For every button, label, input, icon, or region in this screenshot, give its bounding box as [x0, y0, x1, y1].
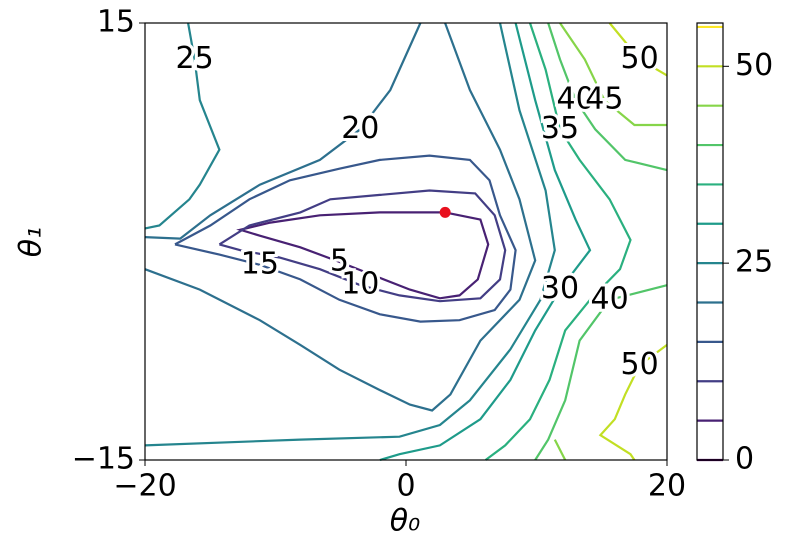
contour-label: 10 [341, 267, 379, 302]
contour-line [598, 22, 668, 461]
contour-label: 15 [241, 246, 279, 281]
contour-line [144, 22, 537, 412]
contour-label: 30 [541, 271, 579, 306]
contour-label: 35 [541, 111, 579, 146]
contour-line [218, 189, 507, 303]
contour-label: 50 [621, 41, 659, 76]
contour-line [379, 22, 592, 462]
colorbar-tick-label: 25 [735, 245, 773, 280]
contour-line [484, 22, 632, 461]
contour-line [236, 211, 490, 300]
x-tick-label: 0 [396, 469, 415, 504]
y-tick-label: −15 [72, 442, 135, 477]
contour-line [534, 22, 668, 461]
colorbar-tick-label: 50 [735, 48, 773, 83]
contour-line [144, 22, 556, 447]
contour-label: 40 [590, 281, 628, 316]
x-tick-label: 20 [648, 469, 686, 504]
contour-label: 5 [330, 243, 349, 278]
contour-line [174, 154, 517, 323]
x-axis-label: θ₀ [390, 504, 420, 539]
y-tick-label: 15 [97, 5, 135, 40]
contour-line [553, 22, 667, 461]
colorbar-frame [696, 22, 724, 461]
colorbar-tick-label: 0 [735, 442, 754, 477]
contour-label: 45 [585, 82, 623, 117]
point-marker [439, 206, 451, 218]
contour-label: 50 [621, 347, 659, 382]
y-axis-label: θ₁ [14, 227, 49, 257]
x-tick-label: −20 [113, 469, 176, 504]
contour-label: 20 [341, 111, 379, 146]
contour-label: 25 [175, 41, 213, 76]
contour-label: 40 [557, 82, 595, 117]
